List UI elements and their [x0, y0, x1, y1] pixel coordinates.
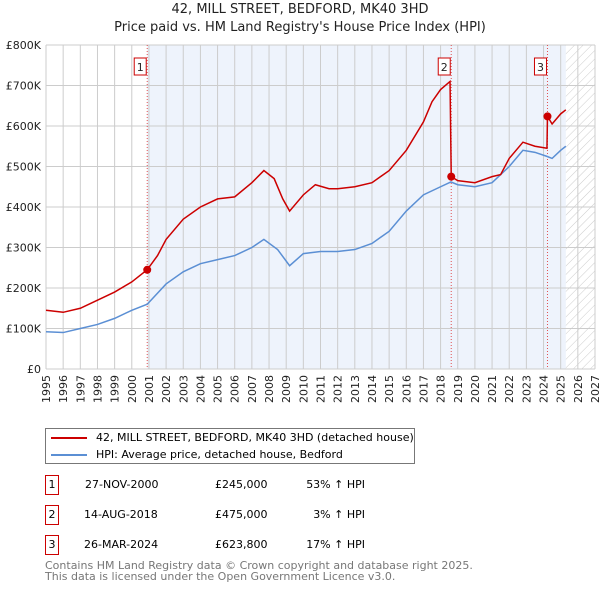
series-line: [45, 145, 567, 334]
y-tick-label: £200K: [6, 282, 42, 295]
legend-item-property: 42, MILL STREET, BEDFORD, MK40 3HD (deta…: [51, 431, 414, 444]
sale-marker-label: 3: [537, 61, 544, 74]
x-tick-label: 2019: [452, 375, 465, 403]
x-tick-label: 2005: [212, 375, 225, 403]
x-tick-label: 2023: [520, 375, 533, 403]
y-tick-label: £600K: [6, 120, 42, 133]
y-tick-label: £0: [27, 363, 41, 376]
x-tick-label: 2021: [486, 375, 499, 403]
y-tick-label: £800K: [6, 39, 42, 52]
x-tick-label: 2004: [194, 375, 207, 403]
x-tick-label: 1997: [74, 375, 87, 403]
chart-subtitle: Price paid vs. HM Land Registry's House …: [114, 20, 486, 35]
x-tick-label: 2024: [538, 375, 551, 403]
sale-marker-label: 1: [137, 61, 144, 74]
sale-row-2: 2 14-AUG-2018 £475,000 3% ↑ HPI: [45, 505, 445, 525]
x-tick-label: 2009: [280, 375, 293, 403]
x-tick-label: 2001: [143, 375, 156, 403]
x-tick-label: 2011: [315, 375, 328, 403]
chart-title: 42, MILL STREET, BEDFORD, MK40 3HD: [171, 2, 429, 17]
x-tick-label: 2016: [400, 375, 413, 403]
series-line: [45, 79, 567, 314]
sale-row-3: 3 26-MAR-2024 £623,800 17% ↑ HPI: [45, 535, 445, 555]
x-tick-label: 2027: [589, 375, 600, 403]
x-tick-label: 1996: [57, 375, 70, 403]
x-tick-label: 1998: [91, 375, 104, 403]
x-tick-label: 1999: [109, 375, 122, 403]
x-tick-label: 1995: [40, 375, 53, 403]
x-tick-label: 2022: [503, 375, 516, 403]
y-tick-label: £500K: [6, 161, 42, 174]
x-tick-label: 2026: [572, 375, 585, 403]
sale-point: [543, 112, 552, 121]
sale-marker-label: 2: [441, 61, 448, 74]
x-tick-label: 2010: [297, 375, 310, 403]
line-chart: 1995 1996 1997 1998 1999 2000 2001 2002 2003 2004…: [6, 39, 600, 403]
sale-marker-box: [533, 57, 547, 76]
x-tick-label: 2002: [160, 375, 173, 403]
x-tick-label: 2014: [366, 375, 379, 403]
x-tick-label: 2020: [469, 375, 482, 403]
x-tick-label: 2015: [383, 375, 396, 403]
legend: 42, MILL STREET, BEDFORD, MK40 3HD (deta…: [45, 428, 415, 464]
x-tick-label: 2017: [417, 375, 430, 403]
x-tick-label: 2012: [332, 375, 345, 403]
x-tick-label: 2000: [126, 375, 139, 403]
x-tick-label: 2003: [177, 375, 190, 403]
sale-marker-box: [133, 57, 147, 76]
x-tick-label: 2018: [435, 375, 448, 403]
x-tick-label: 2007: [246, 375, 259, 403]
legend-item-hpi: HPI: Average price, detached house, Bedf…: [51, 448, 343, 461]
x-tick-label: 2025: [555, 375, 568, 403]
x-tick-label: 2013: [349, 375, 362, 403]
y-tick-label: £400K: [6, 201, 42, 214]
x-tick-label: 2008: [263, 375, 276, 403]
y-tick-label: £300K: [6, 242, 42, 255]
footer: Contains HM Land Registry data © Crown c…: [45, 559, 473, 583]
sale-marker-box: [437, 57, 451, 76]
sale-point: [447, 172, 456, 181]
y-tick-label: £100K: [6, 323, 42, 336]
sale-row-1: 1 27-NOV-2000 £245,000 53% ↑ HPI: [45, 475, 445, 495]
sale-point: [143, 265, 152, 274]
x-tick-label: 2006: [229, 375, 242, 403]
y-tick-label: £700K: [6, 80, 42, 93]
